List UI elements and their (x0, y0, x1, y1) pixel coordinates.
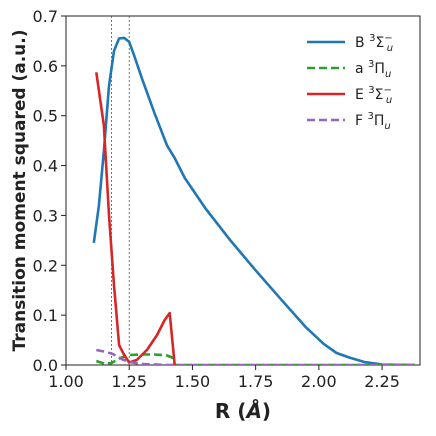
legend-label-part: u (385, 69, 391, 80)
y-axis-title: Transition moment squared (a.u.) (10, 30, 30, 352)
y-tick-label: 0.0 (33, 356, 58, 375)
legend-label-part: B (355, 35, 369, 51)
x-axis-title-close: ) (262, 399, 271, 423)
legend-label-0: B 3Σ− u (355, 33, 393, 54)
series-line-2 (95, 72, 176, 365)
y-tick-label: 0.1 (33, 306, 58, 325)
legend-label-part: − (384, 33, 392, 44)
legend-label-part: 3 (369, 33, 375, 44)
legend-label-3: F 3Πu (355, 111, 391, 132)
legend-label-2: E 3Σ− u (355, 85, 392, 106)
series-line-0 (92, 36, 415, 365)
x-tick-label: 2.00 (301, 372, 337, 391)
x-tick-label: 1.00 (48, 372, 84, 391)
legend-label-part: F (355, 113, 368, 129)
legend-label-part: E (355, 87, 368, 103)
legend-label-part: 3 (368, 59, 374, 70)
legend-label-part: a (355, 61, 368, 77)
x-tick-label: 1.25 (111, 372, 147, 391)
y-tick-label: 0.7 (33, 7, 58, 26)
y-tick-label: 0.5 (33, 107, 58, 126)
x-tick-label: 1.50 (175, 372, 211, 391)
legend-label-1: a 3Πu (355, 59, 391, 80)
legend-label-part: Σ (375, 87, 384, 103)
x-axis-title-text: R ( (215, 399, 247, 423)
x-axis-title: R (Å) (215, 399, 271, 423)
series-line-3 (96, 348, 415, 365)
legend-label-part: Σ (375, 35, 384, 51)
legend-label-part: 3 (368, 111, 374, 122)
y-tick-label: 0.2 (33, 256, 58, 275)
plot-area: 1.00 1.25 1.50 1.75 2.00 2.25 0.0 0.1 0.2 0.3 0.4 0… (33, 7, 421, 391)
x-tick-label: 2.25 (364, 372, 400, 391)
series-line-1 (95, 353, 415, 365)
x-tick-label: 1.75 (238, 372, 274, 391)
legend-label-part: u (384, 121, 390, 132)
y-tick-label: 0.4 (33, 157, 58, 176)
y-tick-label: 0.3 (33, 206, 58, 225)
legend-label-part: u (387, 43, 393, 54)
legend-label-part: Π (374, 61, 385, 77)
legend-label-part: u (386, 95, 392, 106)
legend-label-part: Π (374, 113, 385, 129)
x-axis-title-unit: Å (244, 399, 261, 423)
y-tick-label: 0.6 (33, 57, 58, 76)
legend-label-part: − (384, 85, 392, 96)
legend-label-part: 3 (368, 85, 374, 96)
